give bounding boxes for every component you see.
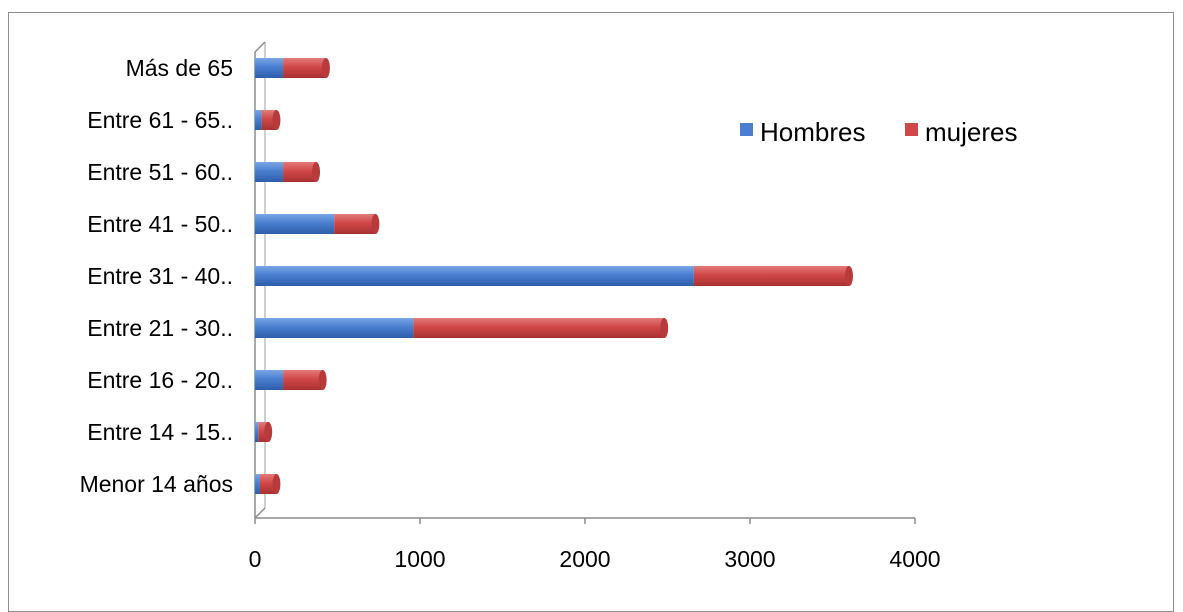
bar-end-cap bbox=[321, 58, 330, 78]
bar-mujeres-entre-16-20 bbox=[283, 370, 323, 390]
category-label: Más de 65 bbox=[126, 55, 233, 81]
bar-end-cap bbox=[371, 214, 380, 234]
axis-corner-top bbox=[254, 41, 266, 53]
category-label: Entre 61 - 65.. bbox=[87, 107, 233, 133]
bar-mujeres-entre-61-65 bbox=[261, 110, 277, 130]
bar-mujeres-entre-31-40 bbox=[693, 266, 849, 286]
bar-end-cap bbox=[272, 474, 281, 494]
bar-end-cap bbox=[845, 266, 853, 286]
category-label: Entre 51 - 60.. bbox=[87, 159, 233, 185]
bar-hombres-entre-41-50 bbox=[255, 214, 335, 234]
bars bbox=[255, 58, 853, 494]
category-label: Entre 14 - 15.. bbox=[87, 419, 233, 445]
axis-corner-bottom bbox=[254, 507, 266, 519]
bar-end-cap bbox=[264, 422, 273, 442]
legend: Hombres mujeres bbox=[740, 117, 1017, 147]
bar-mujeres-entre-14-15 bbox=[258, 422, 269, 442]
bar-hombres-entre-16-20 bbox=[255, 370, 284, 390]
bar-hombres-entre-14-15 bbox=[255, 422, 259, 442]
x-tick-label: 0 bbox=[249, 546, 262, 572]
x-tick-label: 3000 bbox=[724, 546, 775, 572]
bar-mujeres-entre-41-50 bbox=[334, 214, 376, 234]
bar-hombres-menor-14-anos bbox=[255, 474, 260, 494]
chart-frame bbox=[8, 12, 1174, 612]
legend-label-hombres: Hombres bbox=[760, 117, 865, 147]
bar-end-cap bbox=[272, 110, 281, 130]
bar-hombres-mas-de-65 bbox=[255, 58, 284, 78]
category-label: Menor 14 años bbox=[80, 471, 233, 497]
category-label: Entre 31 - 40.. bbox=[87, 263, 233, 289]
bar-mujeres-entre-51-60 bbox=[283, 162, 317, 182]
bar-hombres-entre-31-40 bbox=[255, 266, 694, 286]
bar-mujeres-menor-14-anos bbox=[259, 474, 277, 494]
x-tick-label: 2000 bbox=[559, 546, 610, 572]
bar-end-cap bbox=[660, 318, 669, 338]
bar-end-cap bbox=[312, 162, 321, 182]
bar-hombres-entre-51-60 bbox=[255, 162, 284, 182]
x-tick-label: 4000 bbox=[889, 546, 940, 572]
category-label: Entre 41 - 50.. bbox=[87, 211, 233, 237]
legend-swatch-hombres bbox=[740, 123, 753, 136]
bar-end-cap bbox=[318, 370, 327, 390]
value-axis-ticks: 0 1000 2000 3000 4000 bbox=[249, 518, 941, 572]
legend-label-mujeres: mujeres bbox=[925, 117, 1017, 147]
category-labels: Menor 14 años Entre 14 - 15.. Entre 16 - 2… bbox=[80, 55, 233, 497]
x-tick-label: 1000 bbox=[394, 546, 445, 572]
bar-mujeres-mas-de-65 bbox=[283, 58, 326, 78]
bar-hombres-entre-61-65 bbox=[255, 110, 262, 130]
bar-hombres-entre-21-30 bbox=[255, 318, 414, 338]
legend-swatch-mujeres bbox=[905, 123, 918, 136]
category-label: Entre 16 - 20.. bbox=[87, 367, 233, 393]
bar-mujeres-entre-21-30 bbox=[413, 318, 665, 338]
stacked-bar-chart: 0 1000 2000 3000 4000 Menor 14 años Entre 14 … bbox=[80, 41, 1017, 572]
category-label: Entre 21 - 30.. bbox=[87, 315, 233, 341]
